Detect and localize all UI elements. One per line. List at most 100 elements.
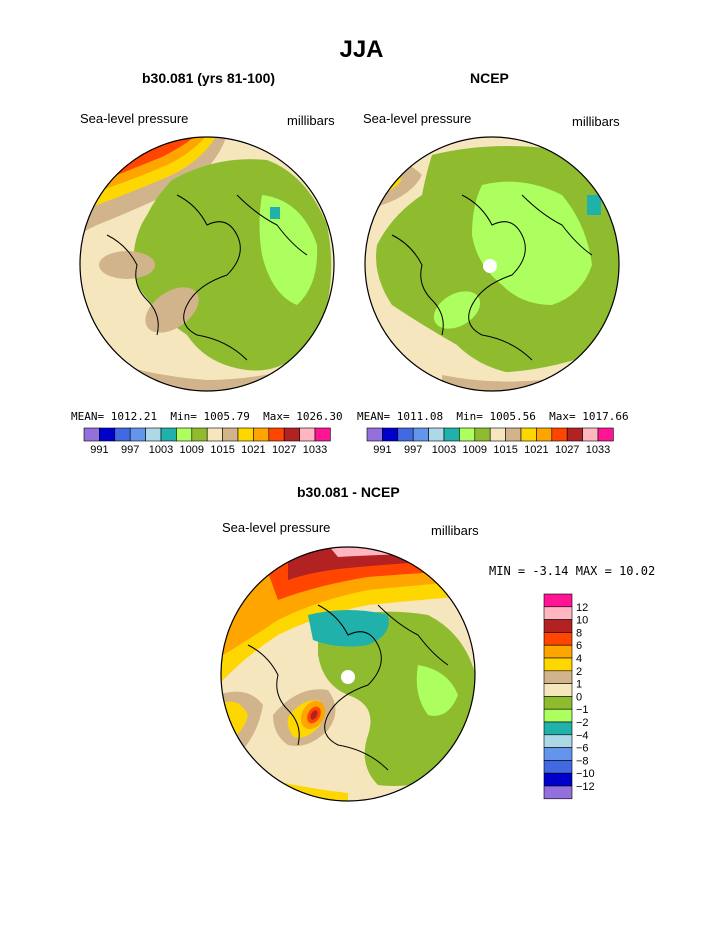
panel3-colorbar-box: [543, 619, 573, 633]
panel1-units-label: millibars: [287, 113, 335, 128]
panel2-colorbar-tick-label: 1033: [586, 444, 610, 456]
panel3-colorbar-box: [543, 606, 573, 620]
panel1-max-label: Max=: [263, 410, 290, 423]
panel1-colorbar-tick-label: 1021: [241, 444, 265, 456]
panel3-colorbar-tick-label: −4: [576, 730, 589, 742]
panel2-colorbar-box: [443, 427, 460, 442]
panel2-colorbar-box: [489, 427, 506, 442]
panel1-colorbar-tick-label: 1009: [180, 444, 204, 456]
panel1-colorbar-box: [191, 427, 208, 442]
panel3-colorbar-tick-label: 10: [576, 615, 588, 627]
panel3-colorbar-tick-label: −6: [576, 743, 589, 755]
panel1-variable-label: Sea-level pressure: [80, 111, 189, 126]
panel2-colorbar-box: [412, 427, 429, 442]
panel3-colorbar-box: [543, 593, 573, 608]
panel2-variable-label: Sea-level pressure: [363, 111, 472, 126]
panel2-colorbar-box: [551, 427, 568, 442]
panel1-colorbar-tick-label: 991: [90, 444, 108, 456]
panel3-stats: MIN = -3.14 MAX = 10.02: [489, 564, 655, 578]
panel3-colorbar-tick-label: 1: [576, 679, 582, 691]
panel1-colorbar-box: [253, 427, 270, 442]
panel1-min-label: Min=: [170, 410, 197, 423]
panel1-colorbar-box: [268, 427, 285, 442]
panel3-colorbar-box: [543, 708, 573, 723]
panel3-colorbar-box: [543, 696, 573, 710]
panel2-colorbar-box: [520, 427, 537, 442]
panel2-colorbar-box: [459, 427, 476, 442]
panel2-colorbar-box: [566, 427, 583, 442]
panel2-colorbar-tick-label: 1009: [463, 444, 487, 456]
panel3-colorbar-tick-label: −12: [576, 781, 595, 793]
panel1-title: b30.081 (yrs 81-100): [142, 70, 276, 86]
panel1-colorbar-tick-label: 1027: [272, 444, 296, 456]
panel3-colorbar-box: [543, 683, 573, 697]
panel1-colorbar-box: [129, 427, 146, 442]
panel2-colorbar-tick-label: 1027: [555, 444, 579, 456]
panel2-colorbar-box: [536, 427, 553, 442]
panel1-map: [79, 136, 335, 392]
panel2-mean-value: 1011.08: [396, 410, 444, 423]
panel1-mean-value: 1012.21: [110, 410, 158, 423]
panel3-colorbar-box: [543, 734, 573, 748]
panel1-mean-label: MEAN=: [71, 410, 105, 423]
panel3-colorbar-tick-label: −1: [576, 704, 589, 716]
panel2-colorbar-tick-label: 1015: [493, 444, 517, 456]
panel2-title: NCEP: [470, 70, 509, 86]
panel2-min-value: 1005.56: [489, 410, 536, 423]
panel1-colorbar-tick-label: 1033: [303, 444, 327, 456]
panel3-colorbar-tick-label: 4: [576, 653, 582, 665]
panel3-colorbar-tick-label: −8: [576, 755, 589, 767]
panel3-colorbar-box: [543, 644, 573, 659]
panel2-mean-label: MEAN=: [357, 410, 391, 423]
panel2-colorbar-box: [474, 427, 491, 442]
panel2-colorbar-box: [382, 427, 399, 442]
panel3-max-value: 10.02: [619, 564, 656, 578]
panel1-colorbar: 991 997 1003 1009 1015 1021 1027 1033: [83, 427, 331, 456]
panel2-max-value: 1017.66: [582, 410, 629, 423]
panel3-colorbar-tick-label: 2: [576, 666, 582, 678]
panel3-colorbar-box: [543, 721, 573, 736]
panel2-units-label: millibars: [572, 114, 620, 129]
panel1-colorbar-box: [160, 427, 177, 442]
panel1-colorbar-box: [206, 427, 223, 442]
panel1-colorbar-box: [145, 427, 162, 442]
panel2-colorbar-box: [505, 427, 522, 442]
panel1-colorbar-box: [99, 427, 116, 442]
panel2-colorbar-box: [582, 427, 599, 442]
panel3-units-label: millibars: [431, 523, 479, 538]
panel3-colorbar-box: [543, 747, 573, 761]
panel3-colorbar-tick-label: 8: [576, 627, 582, 639]
panel2-colorbar-tick-label: 1003: [432, 444, 456, 456]
panel2-colorbar-box: [597, 427, 614, 442]
panel3-colorbar-tick-label: 12: [576, 602, 588, 614]
panel1-colorbar-box: [83, 427, 100, 442]
panel2-colorbar-tick-label: 997: [404, 444, 422, 456]
panel3-colorbar-box: [543, 785, 573, 800]
panel3-colorbar-box: [543, 632, 573, 646]
panel2-map: [364, 136, 620, 392]
panel3-colorbar-box: [543, 657, 573, 672]
panel3-map: [220, 546, 476, 802]
panel3-variable-label: Sea-level pressure: [222, 520, 331, 535]
panel3-colorbar-tick-label: 6: [576, 640, 582, 652]
panel3-colorbar-box: [543, 772, 573, 787]
panel1-colorbar-box: [283, 427, 300, 442]
panel2-colorbar-tick-label: 1021: [524, 444, 548, 456]
panel1-colorbar-box: [222, 427, 239, 442]
panel3-max-label: MAX =: [575, 564, 612, 578]
panel1-colorbar-box: [114, 427, 131, 442]
panel1-colorbar-tick-label: 997: [121, 444, 139, 456]
panel2-colorbar-box: [428, 427, 445, 442]
panel2-colorbar-tick-label: 991: [373, 444, 391, 456]
panel2-stats: MEAN= 1011.08 Min= 1005.56 Max= 1017.66: [357, 410, 629, 423]
panel1-colorbar-box: [299, 427, 316, 442]
panel1-colorbar-tick-label: 1015: [210, 444, 234, 456]
panel3-colorbar-tick-label: −10: [576, 768, 595, 780]
panel3-colorbar-box: [543, 670, 573, 684]
panel3-colorbar-box: [543, 760, 573, 774]
panel2-colorbar: 991 997 1003 1009 1015 1021 1027 1033: [366, 427, 614, 456]
panel3-title: b30.081 - NCEP: [297, 484, 400, 500]
panel1-stats: MEAN= 1012.21 Min= 1005.79 Max= 1026.30: [71, 410, 343, 423]
panel1-colorbar-box: [237, 427, 254, 442]
